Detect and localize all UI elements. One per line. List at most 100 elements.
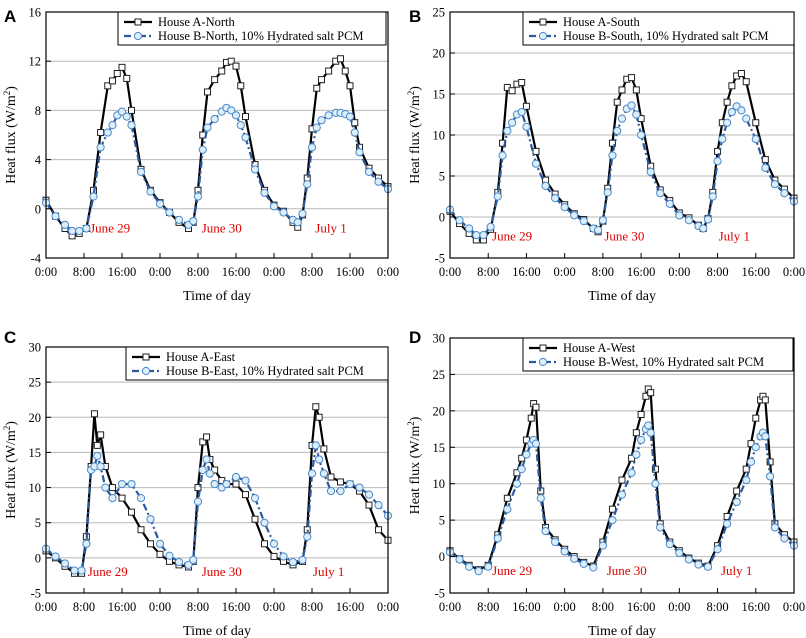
data-point (598, 216, 607, 225)
data-point (93, 451, 102, 461)
y-tick-label: 5 (439, 170, 445, 184)
data-point (350, 128, 359, 137)
data-point (613, 98, 621, 106)
data-point (656, 189, 665, 198)
y-tick-label: 5 (35, 516, 41, 530)
data-point (311, 441, 320, 450)
y-tick-label: 4 (35, 153, 42, 167)
data-point (532, 403, 540, 411)
data-point (127, 479, 136, 489)
y-axis-title: Heat flux (W/m2) (2, 86, 19, 184)
data-point (128, 508, 135, 516)
x-axis-title: Time of day (183, 289, 251, 304)
y-tick-label: 20 (433, 47, 446, 61)
data-point (269, 202, 279, 211)
x-tick-label: 8:00 (477, 600, 499, 614)
data-point (703, 562, 713, 571)
data-point (632, 450, 641, 459)
x-tick-label: 16:00 (222, 265, 250, 279)
legend-marker (141, 366, 151, 376)
x-tick-label: 8:00 (73, 600, 95, 614)
data-point (465, 562, 474, 571)
data-point (472, 230, 481, 240)
data-point (231, 472, 241, 482)
y-axis-title-close: ) (408, 416, 423, 421)
data-point (627, 468, 636, 477)
data-point (651, 465, 659, 473)
data-point (628, 74, 636, 82)
data-point (270, 552, 278, 560)
data-point (723, 519, 732, 528)
data-point (617, 114, 627, 123)
x-tick-label: 16:00 (742, 600, 770, 614)
data-point (174, 215, 184, 224)
data-point (242, 113, 249, 121)
data-point (770, 523, 779, 532)
data-point (174, 557, 184, 567)
x-axis-title: Time of day (183, 624, 251, 638)
data-point (364, 167, 374, 176)
legend-entry: House B-North, 10% Hydrated salt PCM (158, 29, 364, 43)
day-label: July 1 (719, 229, 750, 244)
data-point (210, 114, 219, 124)
data-point (113, 70, 121, 77)
y-axis-title-close: ) (4, 421, 19, 426)
y-tick-label: -5 (435, 587, 445, 601)
data-point (560, 547, 569, 556)
data-point (136, 167, 146, 176)
chart-panel-b: -5 0 5 10 15 20 25 0:00 8:00 16:00 0:00 8:00 16:00 0:… (406, 6, 805, 305)
x-tick-label: 0:00 (668, 265, 690, 279)
data-point (351, 119, 359, 127)
y-tick-label: 15 (433, 88, 446, 102)
x-tick-label: 8:00 (706, 600, 728, 614)
data-point (713, 157, 722, 166)
data-point (313, 84, 321, 92)
data-point (317, 116, 326, 125)
data-point (536, 494, 545, 503)
data-point (742, 114, 751, 123)
data-point (60, 559, 70, 568)
data-point (751, 135, 760, 144)
data-point (742, 465, 750, 473)
x-tick-label: 0:00 (439, 265, 461, 279)
x-tick-label: 16:00 (627, 265, 655, 279)
data-point (646, 167, 655, 176)
x-axis-title: Time of day (588, 289, 656, 304)
data-point (319, 469, 328, 478)
y-tick-label: 0 (439, 550, 445, 564)
data-point (455, 555, 464, 564)
x-tick-label: 8:00 (477, 265, 499, 279)
legend-entry: House B-West, 10% Hydrated salt PCM (563, 355, 764, 369)
day-label: July 1 (315, 220, 346, 235)
data-point (232, 480, 240, 488)
data-point (780, 534, 789, 543)
y-axis-title-text: Heat flux (W/m (4, 430, 19, 519)
data-point (127, 121, 136, 130)
data-point (684, 555, 693, 564)
y-axis-title-text: Heat flux (W/m (408, 95, 423, 184)
y-tick-label: 10 (433, 477, 446, 491)
data-point (718, 135, 727, 144)
panel-letter: C (4, 328, 16, 347)
legend-entry: House A-South (563, 15, 640, 29)
data-point (780, 189, 789, 198)
data-point (752, 119, 760, 127)
legend-entry: House A-North (158, 15, 235, 29)
x-tick-label: 0:00 (783, 600, 805, 614)
data-point (337, 478, 344, 486)
data-point (51, 212, 60, 221)
data-point (374, 501, 383, 510)
data-point (608, 516, 617, 525)
data-point (503, 505, 512, 514)
x-tick-label: 16:00 (742, 265, 770, 279)
data-point (82, 224, 91, 233)
data-point (155, 539, 165, 548)
legend-box (125, 346, 389, 381)
y-tick-label: -5 (435, 252, 445, 266)
x-tick-label: 0:00 (263, 600, 285, 614)
data-point (97, 431, 105, 439)
data-point (714, 147, 722, 155)
data-point (70, 566, 79, 575)
